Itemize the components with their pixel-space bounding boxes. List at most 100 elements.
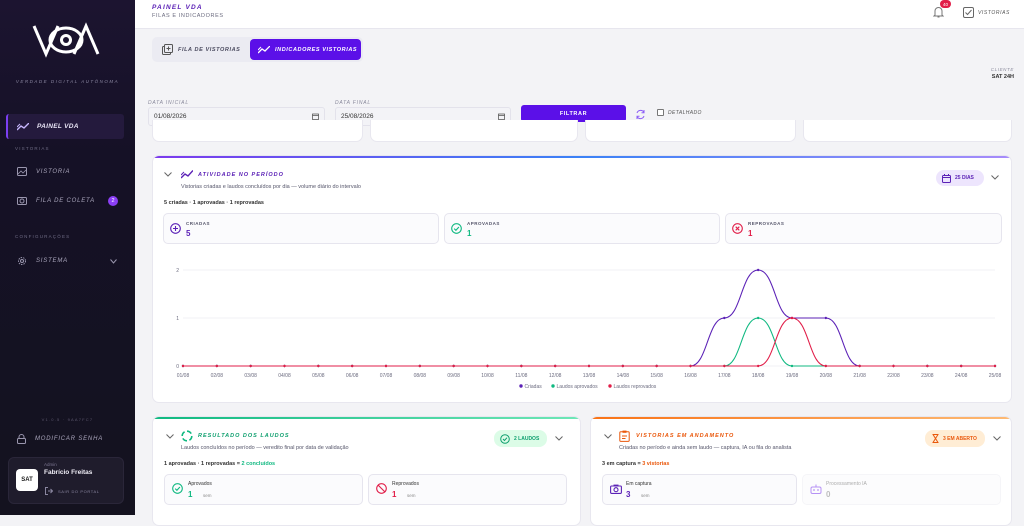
filter-button[interactable]: FILTRAR xyxy=(521,105,626,122)
data-point xyxy=(858,364,861,368)
refresh-icon xyxy=(635,109,646,120)
calendar-icon[interactable] xyxy=(498,113,505,120)
chevron-down-icon[interactable] xyxy=(993,436,1001,441)
data-point xyxy=(384,364,388,368)
ia-label: Processamento IA xyxy=(826,481,867,487)
notifications-button[interactable]: 40 xyxy=(933,0,951,23)
version-label: V1.0.5 · 9AA7FC7 xyxy=(41,417,94,422)
data-point xyxy=(317,364,320,368)
data-point xyxy=(790,316,794,320)
chevron-down-icon[interactable] xyxy=(991,175,999,180)
x-tick-label: 12/08 xyxy=(549,373,562,379)
x-tick-label: 22/08 xyxy=(887,373,900,379)
data-point xyxy=(959,364,963,368)
x-tick-label: 02/08 xyxy=(211,373,224,379)
sidebar-item-painel[interactable]: PAINEL VDA xyxy=(6,114,124,139)
user-card: SAT Admin Fabrício Freitas SAIR DO PORTA… xyxy=(8,457,124,504)
refresh-button[interactable] xyxy=(635,107,646,125)
data-point xyxy=(283,364,286,368)
trend-icon xyxy=(258,45,270,54)
data-point xyxy=(926,364,929,368)
days-badge-label: 25 DIAS xyxy=(955,175,974,181)
chevron-down-icon[interactable] xyxy=(166,434,174,439)
gear-icon xyxy=(17,256,27,266)
camera-icon xyxy=(610,484,622,494)
y-tick-label: 1 xyxy=(176,316,179,322)
logout-link[interactable]: SAIR DO PORTAL xyxy=(45,487,100,495)
stat-label: CRIADAS xyxy=(186,221,211,226)
chevron-down-icon[interactable] xyxy=(164,172,172,177)
laudos-badge: 2 LAUDOS xyxy=(494,430,547,447)
x-tick-label: 24/08 xyxy=(955,373,968,379)
date-start-value: 01/08/2026 xyxy=(154,113,187,120)
x-tick-label: 25/08 xyxy=(989,373,1002,379)
chevron-down-icon[interactable] xyxy=(604,434,612,439)
x-tick-label: 19/08 xyxy=(786,373,799,379)
legend-marker xyxy=(519,384,523,388)
sidebar-item-fila-coleta[interactable]: FILA DE COLETA xyxy=(17,196,95,205)
data-point xyxy=(553,364,557,368)
data-point xyxy=(621,364,625,368)
reprovados-unit: sem xyxy=(407,493,416,498)
tab-fila-vistorias[interactable]: FILA DE VISTORIAS xyxy=(157,40,245,59)
captura-unit: sem xyxy=(641,493,650,498)
clipboard-icon xyxy=(619,430,630,442)
image-icon xyxy=(17,167,27,176)
x-tick-label: 11/08 xyxy=(515,373,527,379)
legend-label: Criadas xyxy=(525,384,543,390)
legend-label: Laudos aprovados xyxy=(557,384,599,390)
card-accent-bar xyxy=(591,417,1011,419)
check-circle-icon xyxy=(451,223,462,234)
laudos-summary: 1 aprovadas · 1 reprovadas = 2 concluído… xyxy=(164,461,275,467)
data-point xyxy=(486,364,489,368)
card-accent-bar xyxy=(153,417,580,419)
calendar-icon[interactable] xyxy=(312,113,319,120)
change-password-link[interactable]: MODIFICAR SENHA xyxy=(17,434,103,444)
data-point xyxy=(723,364,726,368)
header: PAINEL VDA FILAS E INDICADORES 40 VISTOR… xyxy=(135,0,1024,29)
chevron-down-icon[interactable] xyxy=(555,436,563,441)
stat-value: 1 xyxy=(748,229,753,238)
camera-icon xyxy=(17,196,27,205)
andamento-summary-total: 3 vistorias xyxy=(642,461,670,467)
andamento-summary: 3 em captura = 3 vistorias xyxy=(602,461,669,467)
stat-reprovadas: REPROVADAS 1 xyxy=(725,213,1002,244)
data-point xyxy=(824,316,828,320)
days-badge: 25 DIAS xyxy=(936,170,984,186)
data-point xyxy=(790,364,794,368)
y-tick-label: 0 xyxy=(176,364,179,370)
detailed-checkbox[interactable]: DETALHADO xyxy=(657,109,702,116)
page-title: PAINEL VDA xyxy=(152,4,203,11)
stat-label: REPROVADAS xyxy=(748,221,785,226)
date-end-label: DATA FINAL xyxy=(335,100,371,106)
x-tick-label: 08/08 xyxy=(414,373,427,379)
notif-count-badge: 40 xyxy=(940,0,951,8)
andamento-badge-label: 3 EM ABERTO xyxy=(943,435,977,442)
x-tick-label: 13/08 xyxy=(583,373,596,379)
data-point xyxy=(418,364,422,368)
detailed-label: DETALHADO xyxy=(668,109,702,116)
data-point xyxy=(655,364,658,368)
captura-box: Em captura 3 sem xyxy=(602,474,797,505)
data-point xyxy=(892,364,895,368)
data-point xyxy=(215,364,219,368)
sidebar-item-vistoria[interactable]: VISTORIA xyxy=(17,167,70,176)
activity-chart: 0 1 2 01/08 02/08 03/08 04/08 05/08 06/08 07/08 08… xyxy=(176,268,1002,390)
data-point xyxy=(993,364,997,368)
chevron-down-icon xyxy=(110,258,117,264)
x-tick-label: 09/08 xyxy=(447,373,460,379)
captura-value: 3 xyxy=(626,490,631,499)
x-tick-label: 01/08 xyxy=(177,373,190,379)
stat-aprovadas: APROVADAS 1 xyxy=(444,213,720,244)
sidebar-item-sistema[interactable]: SISTEMA xyxy=(17,256,117,266)
data-point xyxy=(824,364,828,368)
vistorias-link[interactable]: VISTORIAS xyxy=(963,7,1010,18)
data-point xyxy=(689,364,692,368)
check-circle-icon xyxy=(500,433,510,444)
data-point xyxy=(249,364,252,368)
tab-indicadores-vistorias[interactable]: INDICADORES VISTORIAS xyxy=(250,39,361,60)
robot-icon xyxy=(810,484,822,494)
block-icon xyxy=(376,483,387,494)
x-tick-label: 04/08 xyxy=(278,373,291,379)
x-tick-label: 15/08 xyxy=(650,373,663,379)
